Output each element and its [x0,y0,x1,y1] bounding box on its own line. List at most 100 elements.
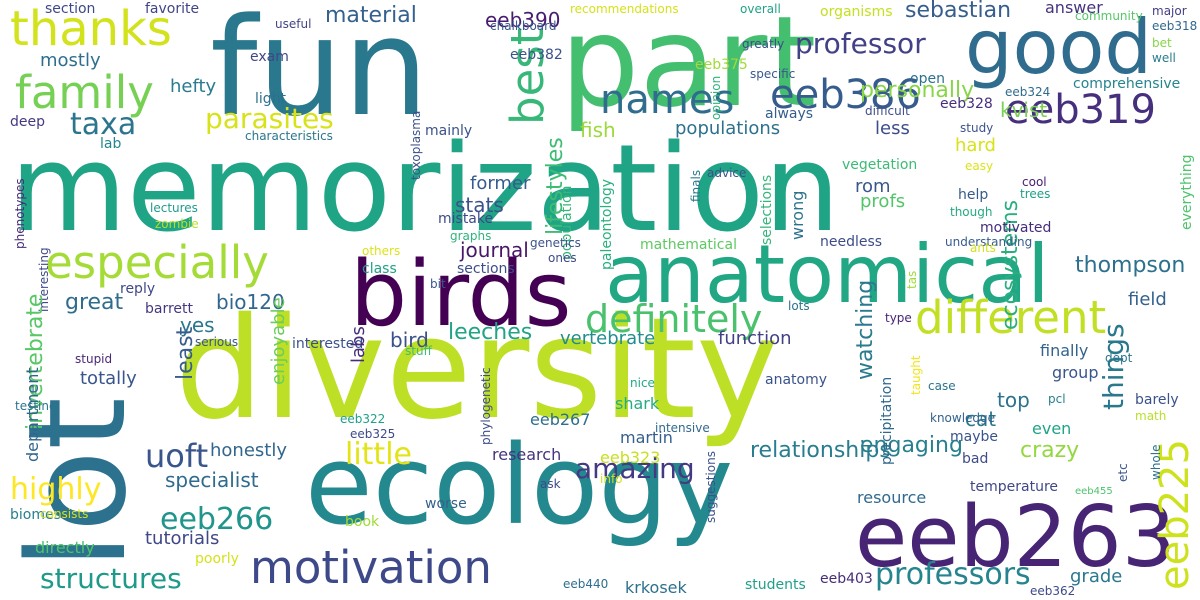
word-117: great [65,290,124,315]
word-97: mistake [438,211,494,227]
word-17: motivation [250,541,492,594]
word-157: precipitation [879,376,895,465]
word-109: field [1128,289,1167,310]
word-56: answer [1045,0,1103,17]
word-69: greatly [742,37,785,51]
word-68: useful [275,17,312,31]
word-7: birds [350,242,572,347]
word-145: department [23,367,42,462]
word-114: phenotypes [13,178,27,249]
word-135: taught [909,355,923,395]
word-16: different [915,291,1107,344]
word-108: everything [1179,154,1195,230]
word-21: professor [795,27,926,60]
word-50: section [45,1,96,17]
word-125: interested [292,336,364,352]
word-111: tas [905,270,919,289]
word-82: though [950,205,993,219]
word-42: stats [455,193,504,217]
word-34: engaging [860,433,963,458]
word-161: knowledge [930,411,996,425]
word-47: eeb390 [485,8,561,32]
word-27: eeb266 [160,502,274,537]
word-9: good [965,3,1152,91]
word-102: sections [457,261,515,277]
word-35: things [1097,323,1130,410]
word-185: eeb403 [820,571,873,587]
word-128: serious [195,335,239,349]
word-13: names [600,77,735,123]
word-169: resource [857,488,927,507]
word-80: cool [1022,175,1047,189]
word-25: sebastian [905,0,1012,23]
word-146: totally [80,368,137,389]
word-148: eeb325 [350,427,396,441]
word-176: biomes [10,507,61,523]
word-81: trees [1020,187,1051,201]
word-162: maybe [950,429,999,445]
word-136: dept [1105,351,1133,365]
word-178: poorly [195,551,239,567]
word-92: vegetation [842,157,918,173]
word-150: phylogenetic [479,367,493,445]
word-152: anatomy [765,372,828,388]
word-101: ones [548,251,577,265]
word-104: needless [820,234,883,250]
word-174: tutorials [145,528,220,549]
word-132: function [718,328,792,349]
word-126: enjoyable [268,297,289,385]
word-186: grade [1070,566,1123,587]
word-172: research [492,445,562,464]
word-44: populations [675,118,781,139]
word-188: eeb440 [563,577,609,591]
word-78: study [960,121,994,135]
word-49: mostly [40,50,101,71]
word-151: nice [630,376,655,390]
word-181: ask [540,477,561,491]
word-24: material [325,3,417,28]
word-149: eeb322 [340,412,386,426]
word-54: light [255,91,287,107]
word-154: eeb267 [530,410,591,429]
word-116: bit [430,277,446,291]
word-118: reply [120,281,156,297]
word-143: barely [1135,392,1179,408]
word-85: toxoplasma [409,110,423,180]
word-8: anatomical [605,228,1050,321]
word-141: math [1135,409,1167,423]
word-48: hefty [170,76,217,97]
word-79: easy [965,159,994,173]
word-66: community [1075,9,1143,23]
word-165: temperature [970,479,1058,495]
word-140: case [928,379,956,393]
word-127: stupid [75,352,113,366]
word-115: class [362,261,397,277]
word-160: crazy [1020,438,1080,463]
word-103: mathematical [640,237,737,253]
word-46: hard [955,135,996,156]
word-74: eeb328 [940,96,993,112]
word-121: yes [180,313,215,337]
word-106: motivated [980,220,1052,236]
word-11: family [15,66,154,119]
word-36: relationships [750,438,891,463]
word-14: eeb319 [1005,87,1156,133]
word-86: mainly [425,123,473,139]
word-159: cat [965,407,997,431]
word-179: book [345,514,380,530]
word-183: suggestions [704,451,718,523]
word-107: help [958,187,989,203]
word-40: kvist [1000,98,1048,122]
word-96: former [470,173,531,194]
word-180: worse [425,496,467,512]
word-83: zombie [155,217,199,231]
word-129: stuff [405,344,432,358]
word-43: fish [580,118,616,142]
word-51: favorite [145,1,200,17]
word-134: type [885,311,912,325]
word-32: little [345,437,412,472]
word-153: shark [615,394,660,413]
word-110: ants [970,241,996,255]
word-167: etc [1116,463,1130,482]
word-20: eeb386 [770,72,921,118]
